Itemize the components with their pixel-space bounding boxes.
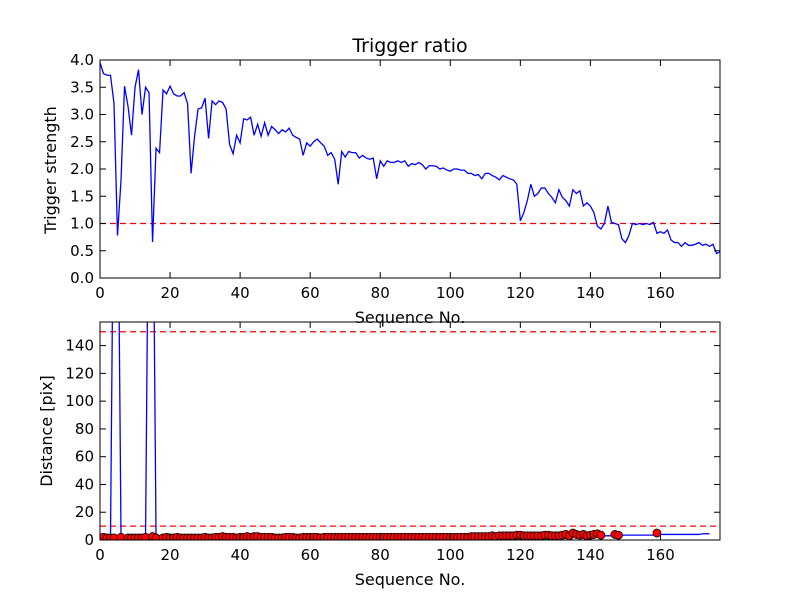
series-line	[100, 62, 720, 255]
y-tick-label: 3.0	[70, 106, 94, 124]
y-tick-label: 120	[65, 364, 94, 382]
x-tick-label: 100	[436, 546, 465, 564]
x-tick-label: 60	[301, 284, 320, 302]
plot-contents	[100, 62, 720, 255]
y-tick-label: 0.5	[70, 242, 94, 260]
y-tick-label: 100	[65, 392, 94, 410]
x-tick-label: 60	[301, 546, 320, 564]
plot-area: 0 20 40 60 80 100 120 140 160 0 20 40 60 80 100 120 140	[65, 321, 721, 564]
y-axis-label: Distance [pix]	[37, 375, 56, 487]
y-tick-label: 3.5	[70, 78, 94, 96]
x-tick-label: 140	[576, 546, 605, 564]
y-tick-label: 1.5	[70, 187, 94, 205]
x-axis-label: Sequence No.	[355, 570, 466, 589]
x-tick-label: 80	[371, 546, 390, 564]
chart-title: Trigger ratio	[351, 35, 467, 57]
x-tick-label: 0	[95, 284, 105, 302]
trigger-ratio-panel: Trigger ratio 0 20 40 60 80 100 120 140 160 0.0 0.…	[41, 35, 721, 327]
y-tick-label: 60	[75, 448, 94, 466]
x-tick-label: 140	[576, 284, 605, 302]
y-axis-label: Trigger strength	[41, 106, 60, 235]
y-tick-label: 20	[75, 503, 94, 521]
y-tick-label: 2.0	[70, 160, 94, 178]
distance-panel: 0 20 40 60 80 100 120 140 160020406080100120140 …	[37, 321, 721, 589]
x-tick-label: 120	[506, 284, 535, 302]
y-tick-label: 0.0	[70, 269, 94, 287]
x-axis-label: Sequence No.	[355, 308, 466, 327]
x-tick-label: 20	[161, 546, 180, 564]
x-tick-label: 160	[646, 284, 675, 302]
y-tick-label: 4.0	[70, 51, 94, 69]
x-tick-label: 0	[95, 546, 105, 564]
y-tick-label: 2.5	[70, 133, 94, 151]
plot-contents	[100, 322, 720, 540]
x-tick-label: 80	[371, 284, 390, 302]
x-tick-label: 100	[436, 284, 465, 302]
y-tick-label: 0	[84, 531, 94, 549]
x-tick-label: 20	[161, 284, 180, 302]
y-tick-label: 1.0	[70, 215, 94, 233]
data-point	[614, 530, 623, 540]
x-tick-label: 120	[506, 546, 535, 564]
data-point	[652, 528, 662, 538]
data-point	[596, 530, 606, 540]
axes-frame	[99, 321, 721, 541]
y-tick-label: 140	[65, 337, 94, 355]
x-tick-label: 40	[231, 546, 250, 564]
plot-area: 0 20 40 60 80 100 120 140 160 0.0 0.5 1.0 1.5 2.0 2.5 3…	[70, 51, 721, 302]
y-tick-label: 80	[75, 420, 94, 438]
x-tick-label: 40	[231, 284, 250, 302]
y-tick-label: 40	[75, 475, 94, 493]
x-tick-label: 160	[646, 546, 675, 564]
